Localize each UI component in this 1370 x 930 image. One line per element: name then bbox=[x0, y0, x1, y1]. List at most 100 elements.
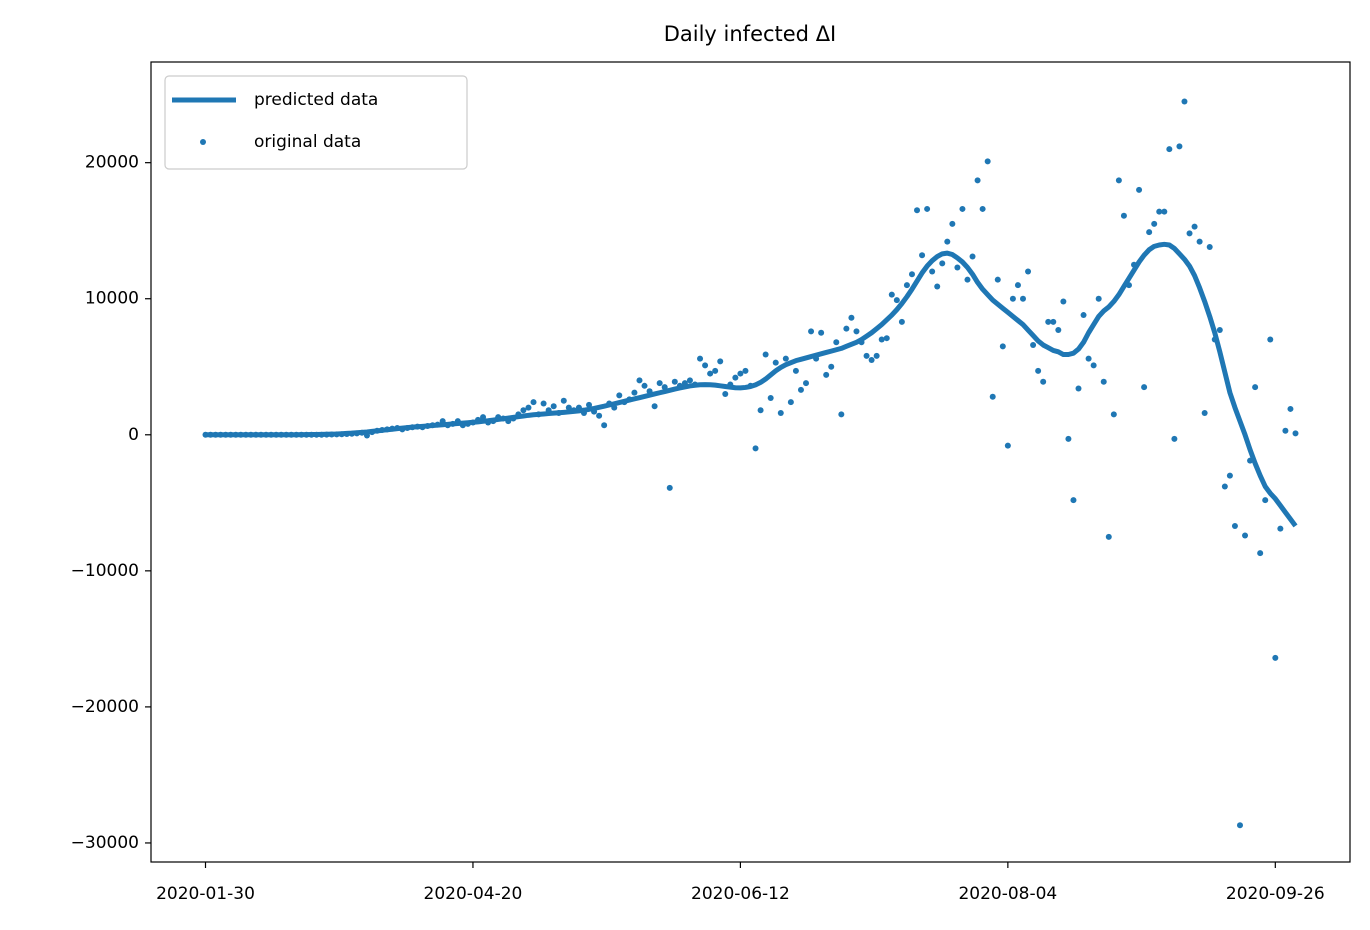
point bbox=[1156, 208, 1163, 215]
point bbox=[914, 207, 921, 214]
point bbox=[490, 418, 497, 425]
point bbox=[691, 381, 698, 388]
point bbox=[702, 362, 709, 369]
point bbox=[419, 424, 426, 431]
point bbox=[893, 297, 900, 304]
point bbox=[767, 395, 774, 402]
point bbox=[919, 252, 926, 259]
point bbox=[258, 431, 265, 438]
point bbox=[631, 389, 638, 396]
point bbox=[1085, 355, 1092, 362]
point bbox=[722, 390, 729, 397]
point bbox=[1176, 143, 1183, 150]
point bbox=[984, 158, 991, 165]
point bbox=[591, 408, 598, 415]
point bbox=[444, 422, 451, 429]
point bbox=[1252, 384, 1259, 391]
point bbox=[550, 403, 557, 410]
point bbox=[742, 367, 749, 374]
point bbox=[641, 382, 648, 389]
point bbox=[1080, 312, 1087, 319]
point bbox=[353, 430, 360, 437]
point bbox=[1035, 367, 1042, 374]
point bbox=[1075, 385, 1082, 392]
point bbox=[530, 399, 537, 406]
point bbox=[399, 426, 406, 433]
point bbox=[1231, 522, 1238, 529]
point bbox=[464, 420, 471, 427]
point bbox=[732, 374, 739, 381]
legend-label: predicted data bbox=[254, 90, 378, 110]
point bbox=[454, 418, 461, 425]
point bbox=[389, 425, 396, 432]
point bbox=[1014, 282, 1021, 289]
point bbox=[949, 220, 956, 227]
point bbox=[1125, 282, 1132, 289]
point bbox=[369, 429, 376, 436]
point bbox=[1166, 146, 1173, 153]
point bbox=[596, 412, 603, 419]
point bbox=[1009, 295, 1016, 302]
point bbox=[1095, 295, 1102, 302]
point bbox=[1045, 318, 1052, 325]
point bbox=[540, 400, 547, 407]
legend-dot bbox=[200, 139, 206, 145]
point bbox=[1201, 410, 1208, 417]
point bbox=[969, 253, 976, 260]
point bbox=[1025, 268, 1032, 275]
point bbox=[646, 388, 653, 395]
point bbox=[1267, 336, 1274, 343]
point bbox=[671, 378, 678, 385]
point bbox=[404, 424, 411, 431]
point bbox=[268, 431, 275, 438]
point bbox=[237, 431, 244, 438]
point bbox=[843, 325, 850, 332]
point bbox=[838, 411, 845, 418]
point bbox=[1221, 483, 1228, 490]
point bbox=[323, 431, 330, 438]
point bbox=[1070, 497, 1077, 504]
point bbox=[545, 407, 552, 414]
point bbox=[959, 205, 966, 212]
y-tick-label: −30000 bbox=[71, 833, 139, 853]
point bbox=[858, 339, 865, 346]
point bbox=[747, 382, 754, 389]
point bbox=[803, 380, 810, 387]
point bbox=[1055, 327, 1062, 334]
point bbox=[1247, 457, 1254, 464]
point bbox=[1242, 532, 1249, 539]
point bbox=[1191, 223, 1198, 230]
point bbox=[818, 329, 825, 336]
chart-title: Daily infected ΔI bbox=[664, 22, 837, 46]
point bbox=[1131, 261, 1138, 268]
point bbox=[1065, 435, 1072, 442]
point bbox=[495, 414, 502, 421]
x-tick-label: 2020-09-26 bbox=[1226, 884, 1325, 904]
point bbox=[449, 420, 456, 427]
point bbox=[510, 415, 517, 422]
point bbox=[712, 367, 719, 374]
point bbox=[1236, 822, 1243, 829]
point bbox=[475, 416, 481, 423]
point bbox=[1171, 435, 1178, 442]
point bbox=[429, 422, 436, 429]
point bbox=[999, 343, 1006, 350]
point bbox=[469, 419, 476, 426]
point bbox=[1100, 378, 1107, 385]
point bbox=[1277, 525, 1284, 532]
point bbox=[1105, 533, 1112, 540]
point bbox=[954, 264, 961, 271]
point bbox=[717, 358, 724, 365]
point bbox=[424, 422, 431, 429]
point bbox=[1110, 411, 1117, 418]
point bbox=[379, 427, 386, 434]
point bbox=[247, 431, 254, 438]
point bbox=[273, 431, 280, 438]
point bbox=[232, 431, 239, 438]
point bbox=[283, 431, 290, 438]
point bbox=[934, 283, 941, 290]
point bbox=[737, 370, 744, 377]
point bbox=[374, 427, 381, 434]
point bbox=[1115, 177, 1122, 184]
point bbox=[480, 414, 487, 421]
